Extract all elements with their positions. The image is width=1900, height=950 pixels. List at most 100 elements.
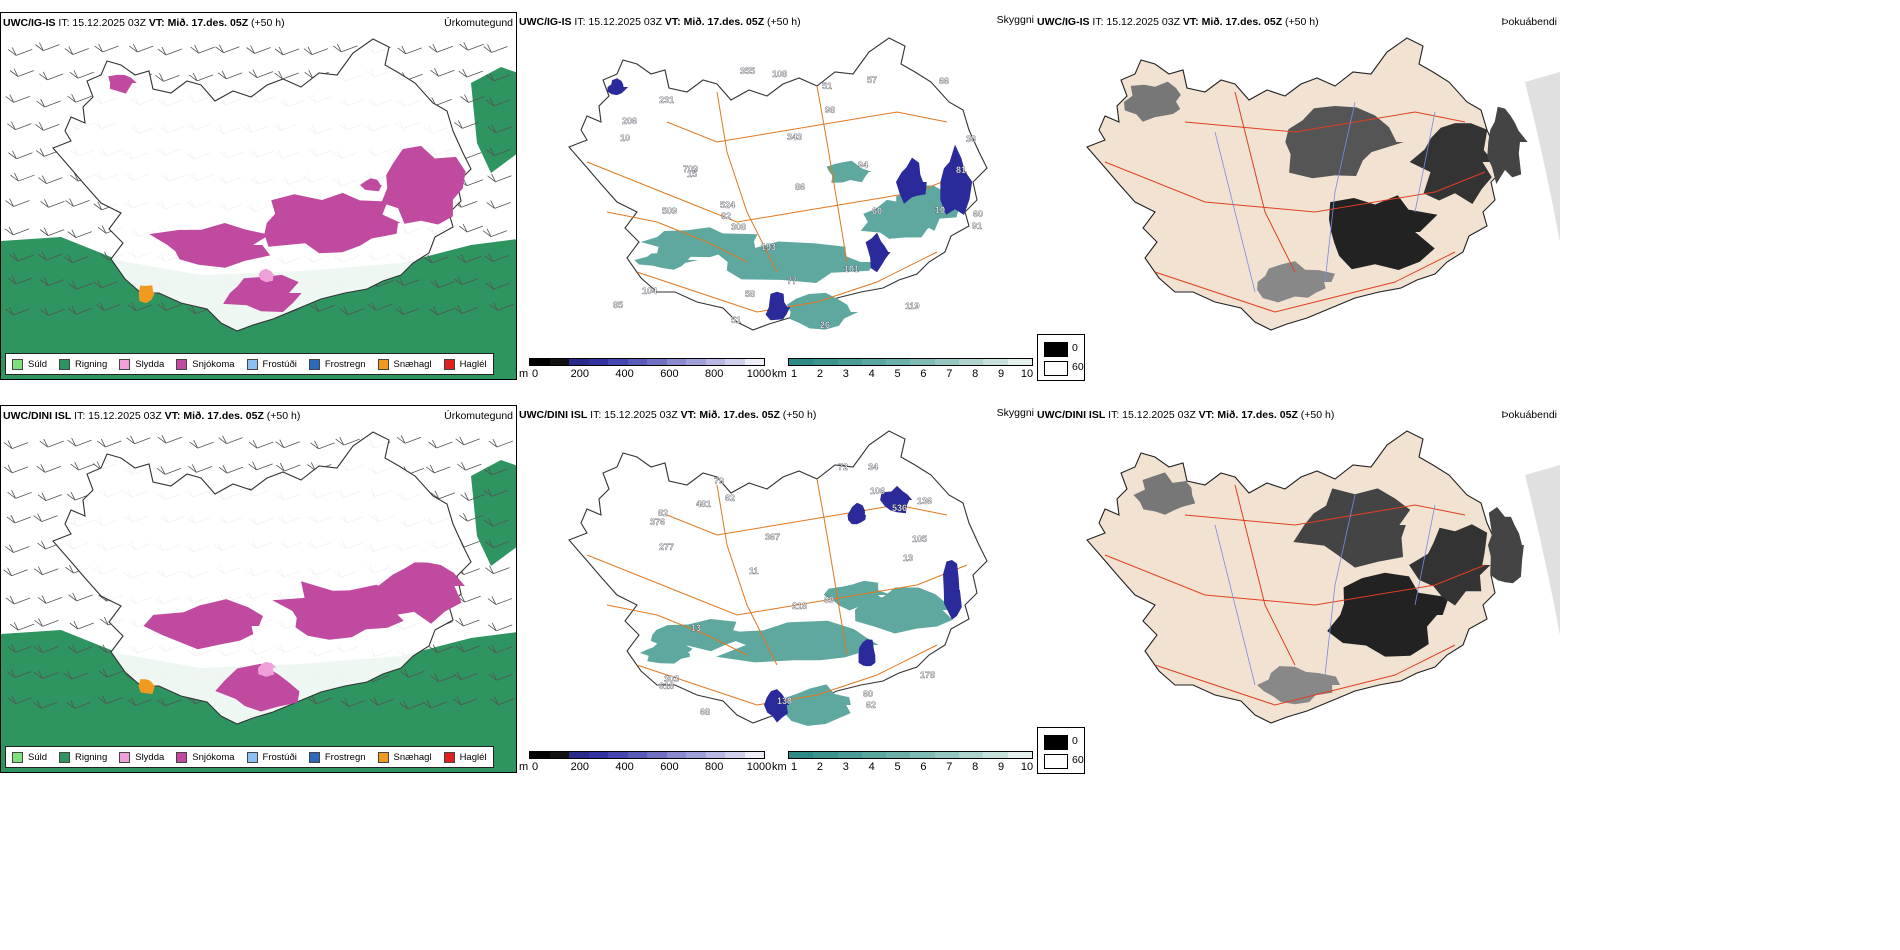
fog-key-bottom: 0 60 — [1037, 727, 1085, 774]
river — [1414, 111, 1436, 213]
wind-barb — [429, 306, 454, 316]
wind-barb — [308, 695, 333, 705]
legend-label: Súld — [28, 751, 48, 763]
fog-area — [1257, 261, 1335, 303]
low-visibility-area — [826, 160, 873, 183]
legend-item: Slydda — [119, 751, 164, 763]
wind-barb — [430, 673, 455, 683]
wind-barb — [458, 223, 484, 233]
wind-barb — [5, 94, 30, 103]
wind-barb — [396, 435, 422, 444]
wind-barb — [485, 281, 510, 290]
colorbar-tick: 5 — [894, 761, 901, 773]
legend-label: Rigning — [75, 358, 108, 370]
ceiling-map-top: 1938210343509524709104368177231911011594… — [517, 12, 1035, 380]
colorbar-tick: 400 — [615, 761, 634, 773]
wind-barb — [6, 669, 32, 678]
colorbar-tick: 1000 — [746, 368, 772, 380]
road — [1104, 161, 1486, 213]
wind-barb — [7, 47, 33, 56]
offshore-fog — [1525, 465, 1560, 635]
ceiling-colorbar-top: m 0 200 400 600 800 1000 — [517, 358, 771, 380]
legend-label: Snæhagl — [393, 358, 432, 370]
wind-barb — [395, 277, 420, 286]
peak-value-label: 193 — [761, 242, 776, 252]
panel-header: UWC/IG-IS IT: 15.12.2025 03Z VT: Mið. 17… — [519, 16, 801, 28]
legend-swatch — [443, 358, 455, 370]
peak-value-label: 81 — [956, 165, 966, 175]
snow-area — [143, 599, 263, 650]
wind-barb — [188, 72, 214, 82]
panel-title: Skyggni — [996, 407, 1034, 419]
wind-barb — [248, 461, 273, 471]
peak-value-label: 104 — [642, 286, 657, 296]
visibility-unit: km — [772, 368, 787, 380]
wind-barb — [156, 466, 182, 475]
wind-barb — [484, 539, 510, 548]
peak-value-label: 618 — [659, 681, 674, 691]
wind-barb — [67, 94, 92, 103]
legend-item: Frostregn — [308, 751, 366, 763]
peak-value-label: 206 — [622, 116, 637, 126]
peak-value-label: 82 — [721, 211, 731, 221]
wind-barb — [156, 697, 182, 707]
peak-value-label: 524 — [720, 200, 735, 210]
wind-barb — [400, 669, 425, 678]
peak-value-label: 72 — [838, 462, 848, 472]
low-ceiling-area — [880, 485, 913, 514]
legend-swatch — [59, 358, 71, 370]
panel-header: UWC/DINI ISL IT: 15.12.2025 03Z VT: Mið.… — [1037, 409, 1335, 421]
wind-barb — [3, 567, 28, 577]
wind-barb — [68, 281, 93, 290]
peak-value-label: 60 — [973, 209, 983, 219]
legend-label: Frostregn — [324, 358, 366, 370]
legend-label: Súld — [28, 358, 48, 370]
colorbar-tick: 9 — [998, 761, 1005, 773]
wind-barb — [39, 71, 64, 81]
wind-barb — [485, 72, 510, 82]
fog-key-low: 0 — [1072, 735, 1078, 747]
ceiling-unit: m — [519, 761, 529, 773]
wind-barb — [217, 70, 243, 80]
peak-value-label: 66 — [939, 76, 949, 86]
wind-barb — [452, 671, 478, 681]
colorbar-tick: 0 — [531, 761, 539, 773]
legend-item: Slydda — [119, 358, 164, 370]
legend-swatch — [12, 751, 23, 763]
wind-barb — [66, 700, 91, 709]
peak-value-label: 231 — [659, 95, 674, 105]
wind-barb — [7, 275, 33, 285]
wind-barb — [428, 439, 453, 449]
precip-map-top — [1, 13, 516, 379]
wind-barb — [40, 199, 65, 208]
peak-value-label: 15 — [687, 169, 697, 179]
road-network — [586, 478, 968, 706]
visibility-colorbar-top: km 1 2 3 4 5 6 7 8 9 10 — [770, 358, 1035, 380]
wind-barb — [33, 513, 58, 522]
road — [666, 111, 948, 143]
wind-barb — [487, 622, 513, 632]
wind-barb — [3, 464, 29, 474]
wind-barb — [369, 696, 394, 706]
wind-barb — [37, 492, 63, 502]
legend-label: Snjókoma — [192, 358, 235, 370]
peak-value-label: 13 — [903, 553, 913, 563]
legend-label: Haglél — [459, 358, 487, 370]
wind-barb — [485, 565, 510, 575]
wind-barb — [486, 200, 511, 209]
wind-barb — [188, 464, 213, 473]
river-network — [1214, 101, 1436, 293]
wind-barb — [483, 488, 508, 497]
wind-barb — [64, 46, 89, 55]
wind-barb — [127, 697, 152, 706]
colorbar-tick: 4 — [868, 761, 875, 773]
peak-value-label: 119 — [905, 301, 920, 311]
peak-value-label: 91 — [972, 221, 982, 231]
legend-item: Frostúði — [246, 358, 297, 370]
fog-area — [1488, 507, 1524, 584]
colorbar-tick: 10 — [1020, 368, 1034, 380]
peak-value-label: 481 — [696, 499, 711, 509]
river — [1214, 131, 1256, 293]
wind-barb — [7, 695, 32, 705]
panel-title: Þokuábendi — [1501, 16, 1557, 28]
